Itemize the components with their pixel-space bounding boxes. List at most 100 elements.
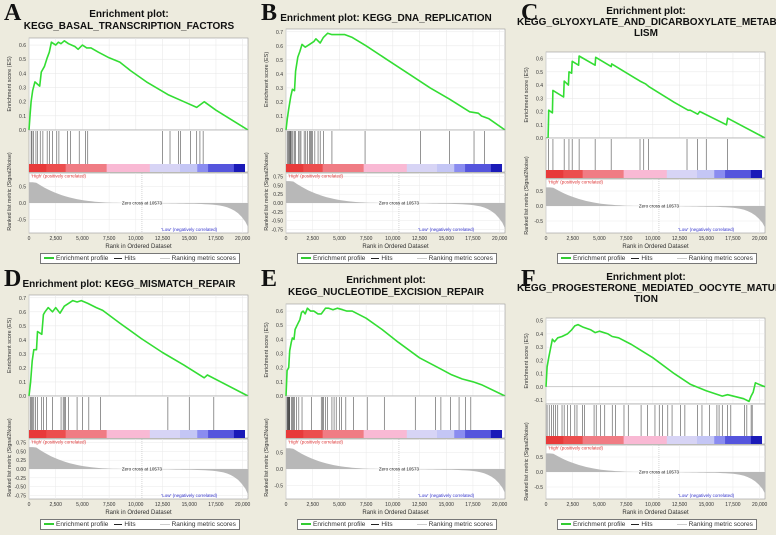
es-plot-area [545,51,766,139]
es-ylabel: Enrichment score (ES) [7,56,13,111]
metric-ytick-label: -0.75 [15,493,27,499]
es-ytick-label: 0.1 [19,114,26,120]
chart-title-line: LISM [634,28,658,39]
colorbar-segment [406,430,438,438]
es-ytick-label: 0.6 [19,310,26,316]
legend-hits-label: Hits [641,255,653,262]
chart-title-line: Enrichment plot: KEGG_DNA_REPLICATION [280,13,492,24]
xtick-label: 0 [285,236,288,242]
xtick-label: 5,000 [333,502,346,508]
colorbar-segment [29,430,47,438]
legend-hits-label: Hits [124,521,136,528]
xtick-label: 12,500 [672,236,688,242]
xtick-label: 5,000 [593,236,606,242]
colorbar-segment [197,430,209,438]
zero-cross-label: Zero cross at 10573 [379,201,420,206]
metric-ytick-label: -0.25 [272,210,284,216]
low-correlation-label: 'Low' (negatively correlated) [418,493,474,498]
x-axis-label: Rank in Ordered Dataset [622,510,689,516]
es-ytick-label: 0.5 [19,57,26,63]
colorbar-segment [65,164,107,172]
gsea-panel-d: D Enrichment plot: KEGG_MISMATCH_REPAIR 0.… [0,266,258,533]
legend-ranking-swatch [159,257,170,259]
xtick-label: 7,500 [103,502,116,508]
metric-ylabel: Ranked list metric (Signal2Noise) [264,152,270,231]
es-ytick-label: 0.0 [536,385,543,391]
colorbar-segment [286,430,304,438]
low-correlation-label: 'Low' (negatively correlated) [678,227,734,232]
metric-ylabel: Ranked list metric (Signal2Noise) [7,418,13,497]
colorbar-segment [666,170,698,178]
metric-ytick-label: 0.50 [273,183,283,189]
es-ytick-label: 0.0 [19,394,26,400]
metric-ytick-label: 0.5 [276,450,283,456]
colorbar-segment [363,164,408,172]
es-ylabel: Enrichment score (ES) [524,67,530,122]
high-correlation-label: 'High' (positively correlated) [31,174,86,179]
colorbar-segment [106,164,151,172]
chart-title-line: Enrichment plot: [89,9,169,20]
chart-legend: Enrichment profile Hits Ranking metric sco… [557,253,757,264]
es-ytick-label: 0.7 [276,30,283,36]
es-ytick-label: 0.3 [19,352,26,358]
legend-ranking-label: Ranking metric scores [428,521,493,528]
chart-title-line: Enrichment plot: KEGG_MISMATCH_REPAIR [22,279,236,290]
metric-ytick-label: -0.50 [15,485,27,491]
colorbar-segment [46,164,66,172]
xtick-label: 10,000 [645,502,661,508]
xtick-label: 17,500 [208,236,224,242]
xtick-label: 10,000 [385,502,401,508]
legend-enrichment-swatch [44,257,54,260]
xtick-label: 20,000 [752,502,768,508]
es-plot-area [285,28,506,131]
es-ytick-label: 0.4 [276,72,283,78]
gsea-chart: 0.0 0.1 0.2 0.3 0.4 0.5 0.6 Enrichment score (E… [524,51,768,250]
es-ylabel: Enrichment score (ES) [264,52,270,107]
es-ytick-label: 0.3 [276,352,283,358]
low-correlation-label: 'Low' (negatively correlated) [418,227,474,232]
es-ytick-label: 0.5 [276,323,283,329]
colorbar-segment [697,436,715,444]
xtick-label: 12,500 [412,236,428,242]
low-correlation-label: 'Low' (negatively correlated) [678,493,734,498]
es-ytick-label: 0.3 [19,86,26,92]
colorbar-segment [546,436,564,444]
metric-ytick-label: 0.0 [536,470,543,476]
colorbar-segment [437,164,455,172]
xtick-label: 2,500 [306,236,319,242]
colorbar-segment [714,436,726,444]
es-ytick-label: 0.4 [19,71,26,77]
legend-hits-label: Hits [641,521,653,528]
es-ytick-label: 0.1 [19,380,26,386]
panel-letter: B [261,0,278,26]
es-ytick-label: 0.3 [536,96,543,102]
metric-ylabel: Ranked list metric (Signal2Noise) [524,422,530,501]
xtick-label: 15,000 [182,502,198,508]
metric-ytick-label: 0.5 [536,455,543,461]
es-plot-area [28,37,249,131]
legend-enrichment-label: Enrichment profile [313,521,366,528]
chart-legend: Enrichment profile Hits Ranking metric sco… [297,519,497,530]
colorbar-segment [725,436,752,444]
colorbar-segment [208,430,235,438]
panel-letter: E [261,266,278,292]
chart-legend: Enrichment profile Hits Ranking metric sco… [557,519,757,530]
es-ytick-label: 0.0 [276,128,283,134]
gsea-chart: 0.0 0.1 0.2 0.3 0.4 0.5 0.6 0.7 Enrichment score… [264,28,508,250]
panel-letter: C [521,0,539,26]
xtick-label: 12,500 [672,502,688,508]
es-ytick-label: 0.5 [536,319,543,325]
xtick-label: 20,000 [235,502,251,508]
xtick-label: 0 [28,502,31,508]
colorbar-segment [750,170,763,178]
xtick-label: 15,000 [182,236,198,242]
colorbar-segment [465,164,492,172]
chart-title-line: Enrichment plot: [606,272,686,283]
xtick-label: 2,500 [49,236,62,242]
colorbar-segment [623,170,668,178]
legend-enrichment-label: Enrichment profile [313,255,366,262]
metric-ytick-label: 0.5 [536,189,543,195]
low-correlation-label: 'Low' (negatively correlated) [161,227,217,232]
chart-title-line: TION [634,294,658,305]
gsea-chart: 0.0 0.1 0.2 0.3 0.4 0.5 0.6 Enrichment score (E… [7,37,251,250]
